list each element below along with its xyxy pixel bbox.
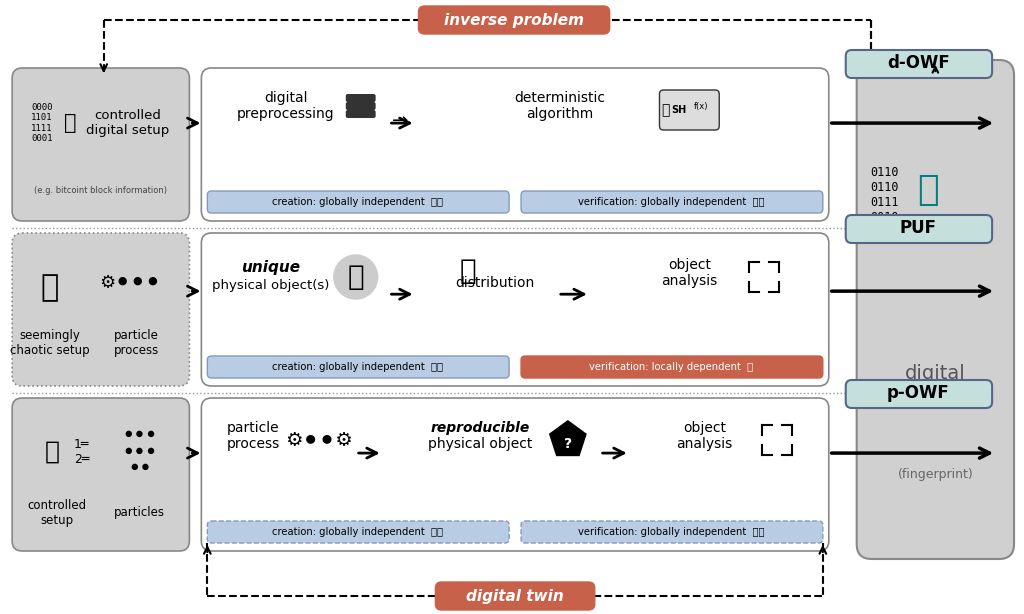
FancyBboxPatch shape — [521, 356, 823, 378]
Text: 🍬: 🍬 — [347, 263, 365, 291]
FancyBboxPatch shape — [12, 233, 189, 386]
FancyBboxPatch shape — [202, 68, 828, 221]
Text: 🎲: 🎲 — [41, 274, 59, 303]
FancyBboxPatch shape — [207, 356, 509, 378]
Text: particle
process: particle process — [226, 421, 280, 451]
Text: distribution: distribution — [456, 276, 535, 290]
FancyBboxPatch shape — [659, 90, 719, 130]
FancyBboxPatch shape — [846, 215, 992, 243]
FancyBboxPatch shape — [521, 521, 823, 543]
Circle shape — [334, 255, 378, 299]
FancyBboxPatch shape — [202, 398, 828, 551]
Text: unique: unique — [242, 260, 301, 274]
Text: d-OWF: d-OWF — [887, 54, 950, 72]
Text: creation: globally independent  🌍🌐: creation: globally independent 🌍🌐 — [272, 197, 443, 207]
Text: 🔒: 🔒 — [63, 113, 76, 133]
FancyBboxPatch shape — [346, 94, 376, 102]
Text: 1═
2═: 1═ 2═ — [74, 438, 89, 465]
FancyBboxPatch shape — [346, 102, 376, 110]
Text: digital
output: digital output — [903, 364, 968, 405]
Text: ⚙⚫⚫⚙: ⚙⚫⚫⚙ — [285, 430, 352, 449]
Text: verification: locally dependent  🔒: verification: locally dependent 🔒 — [590, 362, 754, 372]
Text: (e.g. bitcoint block information): (e.g. bitcoint block information) — [34, 186, 167, 195]
FancyBboxPatch shape — [846, 380, 992, 408]
Text: f(x): f(x) — [693, 101, 708, 111]
Text: 🔒: 🔒 — [918, 173, 939, 207]
Text: 🔒: 🔒 — [662, 103, 670, 117]
Text: p-OWF: p-OWF — [887, 384, 950, 402]
Text: object
analysis: object analysis — [676, 421, 732, 451]
Text: creation: globally independent  🌍🌐: creation: globally independent 🌍🌐 — [272, 527, 443, 537]
Text: inverse problem: inverse problem — [444, 12, 584, 28]
FancyBboxPatch shape — [846, 50, 992, 78]
Text: particle
process: particle process — [114, 329, 160, 357]
Text: verification: globally independent  🌍🌐: verification: globally independent 🌍🌐 — [579, 197, 765, 207]
Text: controlled
setup: controlled setup — [28, 499, 86, 527]
Text: digital
preprocessing: digital preprocessing — [238, 91, 335, 121]
Text: ⚙⚫⚫⚫: ⚙⚫⚫⚫ — [99, 274, 161, 292]
FancyBboxPatch shape — [435, 582, 595, 610]
Text: physical object(s): physical object(s) — [212, 279, 330, 292]
Text: ?: ? — [564, 437, 572, 451]
Text: controlled
digital setup: controlled digital setup — [86, 109, 169, 137]
Text: digital twin: digital twin — [466, 588, 564, 604]
Text: verification: globally independent  🌍🌐: verification: globally independent 🌍🌐 — [579, 527, 765, 537]
FancyBboxPatch shape — [12, 68, 189, 221]
Text: object
analysis: object analysis — [662, 258, 718, 288]
Text: 0110
0110
0111
0010: 0110 0110 0111 0010 — [870, 166, 899, 223]
FancyBboxPatch shape — [346, 110, 376, 118]
Text: (fingerprint): (fingerprint) — [897, 468, 973, 481]
FancyBboxPatch shape — [857, 60, 1014, 559]
Text: reproducible: reproducible — [431, 421, 529, 435]
Text: PUF: PUF — [900, 219, 937, 237]
Text: seemingly
chaotic setup: seemingly chaotic setup — [10, 329, 90, 357]
Polygon shape — [549, 420, 587, 456]
Text: 📋: 📋 — [44, 440, 59, 464]
Text: →: → — [392, 112, 409, 131]
Text: SH: SH — [672, 105, 687, 115]
Text: creation: globally independent  🌍🌐: creation: globally independent 🌍🌐 — [272, 362, 443, 372]
Text: 🚚: 🚚 — [460, 257, 476, 285]
FancyBboxPatch shape — [521, 191, 823, 213]
Text: ⚫⚫⚫
⚫⚫⚫
⚫⚫: ⚫⚫⚫ ⚫⚫⚫ ⚫⚫ — [122, 429, 157, 475]
FancyBboxPatch shape — [12, 398, 189, 551]
Text: 0000
1101
1111
0001: 0000 1101 1111 0001 — [32, 103, 53, 143]
FancyBboxPatch shape — [207, 191, 509, 213]
Text: deterministic
algorithm: deterministic algorithm — [514, 91, 605, 121]
FancyBboxPatch shape — [419, 6, 609, 34]
Text: particles: particles — [114, 507, 165, 519]
FancyBboxPatch shape — [202, 233, 828, 386]
Text: physical object: physical object — [428, 437, 532, 451]
FancyBboxPatch shape — [207, 521, 509, 543]
